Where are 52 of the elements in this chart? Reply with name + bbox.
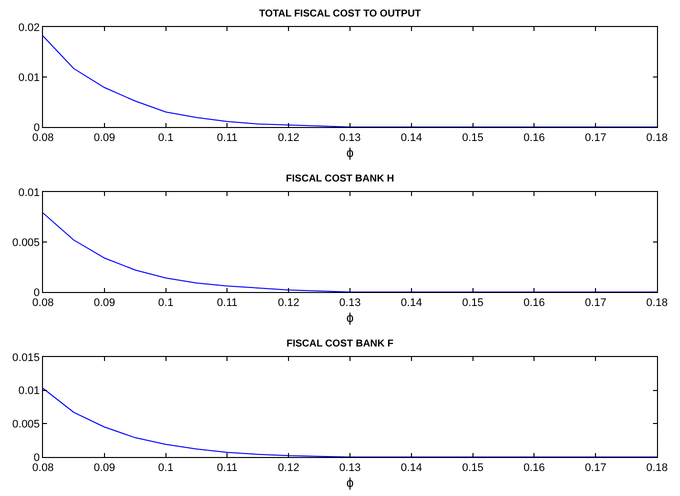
x-tick-label: 0.15 [462, 462, 484, 474]
x-tick-label: 0.17 [584, 462, 606, 474]
x-tick-label: 0.08 [32, 462, 54, 474]
x-tick-label: 0.14 [400, 297, 422, 310]
x-tick-label: 0.17 [584, 297, 606, 310]
chart-title: TOTAL FISCAL COST TO OUTPUT [259, 8, 421, 20]
x-tick-label: 0.09 [94, 132, 116, 144]
x-tick-label: 0.11 [216, 297, 238, 310]
y-tick-label: 0.02 [18, 22, 40, 34]
x-tick-label: 0.12 [278, 297, 300, 310]
x-tick-label: 0.1 [158, 297, 174, 310]
x-tick-label: 0.1 [158, 462, 174, 474]
x-axis-title: ϕ [346, 144, 354, 160]
x-tick-label: 0.14 [400, 132, 422, 144]
x-axis-title: ϕ [346, 310, 354, 325]
y-tick-label: 0.005 [12, 418, 40, 431]
x-tick-label: 0.18 [646, 462, 668, 474]
y-tick-label: 0.015 [12, 352, 40, 364]
x-tick-label: 0.11 [216, 132, 238, 144]
x-tick-label: 0.08 [32, 132, 54, 144]
x-tick-label: 0.1 [158, 132, 174, 144]
y-tick-label: 0.01 [18, 385, 40, 398]
x-tick-label: 0.13 [339, 297, 361, 310]
chart-title: FISCAL COST BANK H [286, 174, 394, 184]
y-tick-label: 0.01 [18, 186, 40, 199]
x-tick-label: 0.12 [278, 132, 300, 144]
y-tick-label: 0.005 [12, 236, 40, 249]
x-tick-label: 0.18 [646, 132, 668, 144]
x-tick-label: 0.15 [462, 297, 484, 310]
x-tick-label: 0.13 [339, 132, 361, 144]
y-tick-label: 0 [34, 452, 40, 464]
y-tick-label: 0 [34, 122, 40, 134]
x-tick-label: 0.16 [523, 462, 545, 474]
x-tick-label: 0.16 [523, 297, 545, 310]
y-tick-label: 0.01 [18, 72, 40, 84]
x-tick-label: 0.11 [216, 462, 238, 474]
x-tick-label: 0.18 [646, 297, 668, 310]
x-tick-label: 0.13 [339, 462, 361, 474]
x-tick-label: 0.14 [400, 462, 422, 474]
line-series [43, 212, 657, 292]
x-tick-label: 0.16 [523, 132, 545, 144]
x-tick-label: 0.12 [278, 462, 300, 474]
line-series [43, 36, 657, 127]
x-tick-label: 0.09 [94, 297, 116, 310]
x-tick-label: 0.17 [584, 132, 606, 144]
x-tick-label: 0.15 [462, 132, 484, 144]
chart-title: FISCAL COST BANK F [286, 338, 394, 350]
x-tick-label: 0.09 [94, 462, 116, 474]
x-axis-title: ϕ [346, 474, 354, 490]
line-series [43, 388, 657, 457]
y-tick-label: 0 [34, 286, 40, 299]
x-tick-label: 0.08 [32, 297, 54, 310]
